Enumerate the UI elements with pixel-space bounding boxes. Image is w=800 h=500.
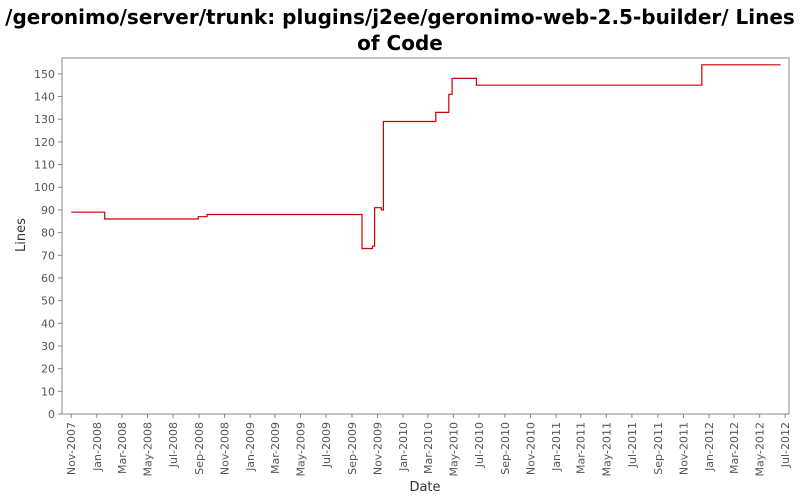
x-tick-label: Nov-2007 (65, 422, 78, 475)
x-axis-label: Date (409, 480, 440, 495)
x-tick-label: Nov-2011 (677, 422, 690, 475)
x-tick-label: Mar-2008 (116, 422, 129, 474)
x-tick-label: Mar-2010 (422, 422, 435, 474)
series-line (71, 64, 781, 250)
x-tick-label: Sep-2008 (193, 422, 206, 475)
x-tick-label: Jan-2009 (244, 422, 257, 472)
y-tick-label: 80 (41, 227, 55, 240)
plot-area (61, 57, 790, 415)
y-tick-label: 140 (34, 91, 55, 104)
y-tick-label: 110 (34, 159, 55, 172)
x-tick-label: Jul-2009 (320, 422, 333, 468)
y-tick-label: 50 (41, 295, 55, 308)
x-tick-label: Nov-2008 (219, 422, 232, 475)
x-tick-label: May-2009 (294, 422, 307, 477)
y-tick-label: 10 (41, 385, 55, 398)
x-tick-label: Jul-2012 (779, 422, 792, 468)
x-tick-label: Jul-2011 (626, 422, 639, 468)
x-tick-label: May-2010 (447, 422, 460, 477)
y-tick-label: 60 (41, 272, 55, 285)
y-tick-label: 100 (34, 181, 55, 194)
y-tick-label: 90 (41, 204, 55, 217)
x-tick-label: Sep-2011 (652, 422, 665, 475)
x-tick-label: Mar-2009 (269, 422, 282, 474)
x-tick-label: May-2008 (141, 422, 154, 477)
plot-frame (61, 57, 790, 415)
x-tick-label: Jul-2008 (167, 422, 180, 468)
y-tick-label: 120 (34, 136, 55, 149)
x-tick-label: Sep-2009 (346, 422, 359, 475)
x-tick-label: Jan-2012 (703, 422, 716, 472)
y-tick-label: 20 (41, 363, 55, 376)
y-tick-label: 70 (41, 249, 55, 262)
x-tick-label: Nov-2009 (372, 422, 385, 475)
y-tick-label: 30 (41, 340, 55, 353)
y-axis-label: Lines (14, 218, 29, 252)
y-tick-label: 150 (34, 68, 55, 81)
x-tick-label: Jan-2008 (91, 422, 104, 472)
y-tick-label: 40 (41, 317, 55, 330)
x-axis: Nov-2007 Jan-2008 Mar-2008 May-2008 Jul-2008… (65, 414, 792, 477)
chart-title: /geronimo/server/trunk: plugins/j2ee/ger… (5, 5, 795, 55)
y-tick-label: 130 (34, 113, 55, 126)
x-tick-label: Jan-2010 (397, 422, 410, 472)
x-tick-label: May-2011 (600, 422, 613, 477)
x-tick-label: Mar-2012 (728, 422, 741, 474)
y-tick-label: 0 (48, 408, 55, 421)
x-tick-label: Nov-2010 (524, 422, 537, 475)
x-tick-label: May-2012 (754, 422, 767, 477)
x-tick-label: Mar-2011 (575, 422, 588, 474)
x-tick-label: Sep-2010 (499, 422, 512, 475)
x-tick-label: Jan-2011 (550, 422, 563, 472)
series-layer (71, 64, 781, 250)
y-axis: 0 10 20 30 40 50 60 70 80 90 100 110 120 130 140 150 (34, 68, 62, 421)
x-tick-label: Jul-2010 (473, 422, 486, 468)
